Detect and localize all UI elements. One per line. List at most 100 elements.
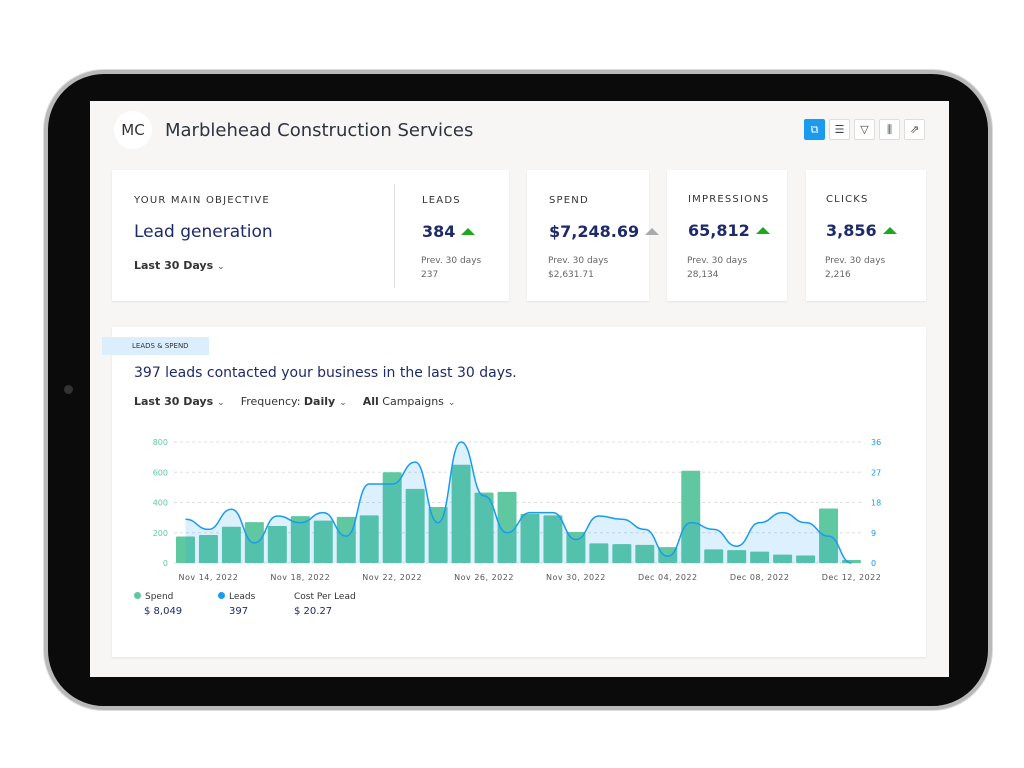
spend-bar [750, 551, 770, 563]
right-axis-tick: 18 [871, 499, 881, 508]
range-label: Last 30 Days [134, 259, 214, 272]
leads-area [185, 442, 852, 563]
kpi-prev: Prev. 30 days 2,216 [825, 254, 885, 282]
spend-bar [198, 535, 218, 563]
cpl-total: $ 20.27 [294, 606, 333, 617]
chevron-down-icon: ⌄ [339, 398, 347, 408]
spend-bar [474, 492, 494, 563]
spend-bar [543, 515, 563, 563]
leads-spend-chart: 0 0 200 9 400 18 600 27 800 36 Nov 14, 2022 Nov 18,… [153, 438, 882, 582]
legend-label: Leads [229, 592, 256, 602]
kpi-leads: 384 [422, 222, 476, 241]
spend-bar [681, 470, 701, 563]
objective-value: Lead generation [134, 222, 273, 242]
spend-bar [313, 520, 333, 563]
kpi-value-row: $7,248.69 [549, 222, 660, 241]
spend-bar [589, 543, 609, 563]
trend-up-icon [461, 228, 476, 235]
prev-value: 2,216 [825, 270, 851, 280]
kpi-label: SPEND [549, 195, 589, 206]
prev-value: 28,134 [687, 270, 719, 280]
campaign-filter[interactable]: All Campaigns ⌄ [363, 395, 456, 408]
right-axis-tick: 0 [871, 559, 876, 568]
objective-label: YOUR MAIN OBJECTIVE [134, 195, 270, 206]
spend-bar [658, 547, 678, 563]
page-title: Marblehead Construction Services [165, 119, 474, 141]
panel-tag: LEADS & SPEND [102, 337, 209, 355]
left-axis-tick: 600 [153, 468, 168, 477]
chevron-down-icon: ⌄ [217, 398, 225, 408]
kpi-value: 3,856 [826, 221, 877, 240]
right-axis-tick: 9 [871, 529, 876, 538]
kpi-label: LEADS [422, 195, 461, 206]
campaign-bold: All [362, 395, 379, 408]
range-dropdown[interactable]: Last 30 Days ⌄ [134, 259, 225, 272]
share-icon[interactable]: ⇗ [904, 119, 925, 140]
spend-bar [497, 491, 517, 563]
left-axis-tick: 200 [153, 529, 168, 538]
legend-label: Spend [145, 592, 174, 602]
spend-bar [428, 507, 448, 563]
avatar: MC [114, 111, 152, 149]
prev-label: Prev. 30 days [548, 256, 609, 266]
legend-leads: Leads 397 [218, 592, 255, 617]
spend-bar [290, 516, 310, 563]
range-filter[interactable]: Last 30 Days ⌄ [134, 395, 225, 408]
spend-bar [704, 549, 724, 563]
x-axis-tick: Dec 08, 2022 [730, 573, 790, 582]
prev-value: $2,631.71 [548, 270, 594, 280]
leads-dot-icon [218, 592, 225, 599]
chevron-down-icon: ⌄ [447, 398, 456, 408]
prev-label: Prev. 30 days [421, 256, 482, 266]
spend-bar [635, 544, 655, 563]
kpi-clicks-card: CLICKS 3,856 Prev. 30 days 2,216 [806, 170, 926, 301]
kpi-label: IMPRESSIONS [688, 194, 770, 205]
kpi-value: 65,812 [688, 221, 750, 240]
kpi-value-row: 65,812 [688, 221, 770, 240]
left-axis-tick: 400 [153, 499, 168, 508]
filter-bar: Last 30 Days ⌄ Frequency: Daily ⌄ All Camp… [134, 395, 455, 408]
right-axis-tick: 27 [871, 468, 881, 477]
kpi-prev: Prev. 30 days 237 [421, 254, 481, 282]
prev-label: Prev. 30 days [825, 256, 886, 266]
chart-settings-icon[interactable]: ⫼ [879, 119, 900, 140]
range-label: Last 30 Days [134, 395, 214, 408]
spend-bar [773, 554, 793, 563]
leads-spend-panel: LEADS & SPEND 397 leads contacted your b… [102, 327, 926, 657]
x-axis-tick: Nov 30, 2022 [546, 573, 606, 582]
right-axis-tick: 36 [871, 438, 881, 447]
kpi-value: $7,248.69 [549, 222, 640, 241]
kpi-prev: Prev. 30 days 28,134 [687, 254, 747, 282]
x-axis-tick: Nov 14, 2022 [179, 573, 239, 582]
x-axis-tick: Nov 18, 2022 [270, 573, 330, 582]
spend-bar [612, 544, 632, 563]
x-axis-tick: Dec 12, 2022 [822, 573, 882, 582]
spend-bar [405, 488, 425, 563]
list-icon[interactable]: ☰ [829, 119, 850, 140]
frequency-filter[interactable]: Frequency: Daily ⌄ [241, 395, 347, 408]
spend-total: $ 8,049 [144, 606, 183, 617]
frequency-label: Frequency: [240, 395, 301, 408]
legend-cpl: Cost Per Lead $ 20.27 [294, 592, 356, 617]
header: MC Marblehead Construction Services [114, 111, 473, 149]
spend-bar [267, 525, 287, 563]
kpi-impressions-card: IMPRESSIONS 65,812 Prev. 30 days 28,134 [667, 170, 787, 301]
trend-up-icon [755, 227, 770, 234]
spend-bar [796, 555, 816, 563]
frequency-value: Daily [303, 395, 336, 408]
filter-icon[interactable]: ▽ [854, 119, 875, 140]
divider [394, 184, 395, 288]
copy-icon[interactable]: ⧉ [804, 119, 825, 140]
prev-label: Prev. 30 days [687, 256, 748, 266]
dashboard-screen: MC Marblehead Construction Services ⧉ ☰ … [90, 101, 949, 677]
spend-bar [176, 536, 195, 563]
trend-up-icon [882, 227, 897, 234]
left-axis-tick: 800 [153, 438, 168, 447]
spend-dot-icon [134, 592, 141, 599]
spend-bar [520, 513, 540, 563]
spend-bar [336, 516, 356, 563]
x-axis-tick: Nov 22, 2022 [362, 573, 422, 582]
spend-bar [566, 531, 586, 563]
chevron-down-icon: ⌄ [217, 262, 225, 272]
legend-spend: Spend $ 8,049 [134, 592, 182, 617]
